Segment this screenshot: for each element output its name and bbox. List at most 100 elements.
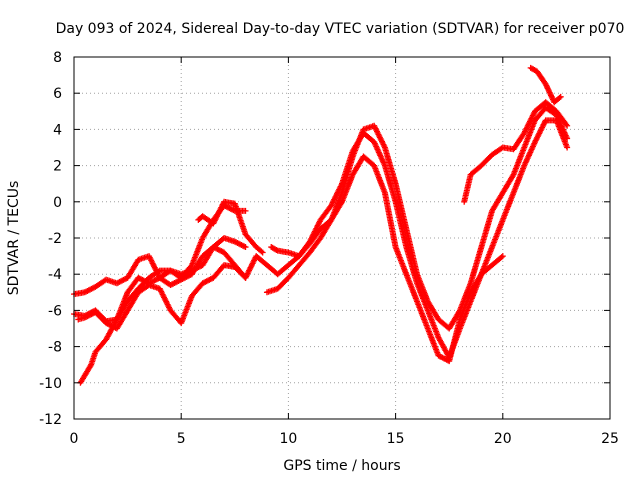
x-tick-label: 20 <box>494 431 512 447</box>
y-axis-ticks: -12 -10 -8 -6 -4 -2 0 2 4 6 8 <box>39 50 610 428</box>
plus-marker <box>381 143 388 150</box>
plus-marker <box>218 237 225 244</box>
plus-marker <box>251 241 258 248</box>
plus-marker <box>540 107 547 114</box>
plus-marker <box>154 269 161 276</box>
x-tick-label: 10 <box>279 431 297 447</box>
plus-marker <box>381 188 388 195</box>
x-tick-label: 0 <box>70 431 79 447</box>
plus-marker <box>89 285 96 292</box>
series-5 <box>268 153 506 365</box>
series-3 <box>77 202 249 386</box>
chart-title: Day 093 of 2024, Sidereal Day-to-day VTE… <box>56 21 625 37</box>
plus-marker <box>100 278 107 285</box>
plus-marker <box>368 137 375 144</box>
series-2 <box>75 262 249 332</box>
y-axis-label: SDTVAR / TECUs <box>6 181 22 296</box>
plus-marker <box>456 317 463 324</box>
plus-marker <box>563 142 570 149</box>
x-tick-label: 5 <box>177 431 186 447</box>
plus-marker <box>488 209 495 216</box>
plus-marker <box>241 243 248 250</box>
plus-marker <box>196 263 203 270</box>
plus-marker <box>315 237 322 244</box>
x-axis-ticks: 0 5 10 15 20 25 <box>70 57 619 447</box>
plus-marker <box>556 94 563 101</box>
plus-marker <box>402 224 409 231</box>
plus-marker <box>392 242 399 249</box>
plus-marker <box>218 248 225 255</box>
plus-marker <box>349 155 356 162</box>
plus-marker <box>155 268 162 275</box>
plus-marker <box>293 264 300 271</box>
plus-marker <box>499 218 506 225</box>
plus-marker <box>551 106 558 113</box>
plus-marker <box>240 272 247 279</box>
plus-marker <box>261 260 268 267</box>
y-tick-label: -12 <box>39 412 62 428</box>
plus-marker <box>207 276 214 283</box>
plus-marker <box>121 276 128 283</box>
plus-marker <box>273 246 280 253</box>
plus-marker <box>218 264 225 271</box>
plus-marker <box>80 315 87 322</box>
plus-marker <box>555 95 562 102</box>
plus-marker <box>392 179 399 186</box>
plus-marker <box>413 269 420 276</box>
plus-marker <box>240 207 247 214</box>
plus-marker <box>467 281 474 288</box>
plus-marker <box>258 248 265 255</box>
plus-marker <box>488 245 495 252</box>
plus-marker <box>80 289 87 296</box>
series-4 <box>195 198 266 256</box>
y-tick-label: 0 <box>53 195 62 211</box>
plus-marker <box>497 146 504 153</box>
plus-marker <box>413 296 420 303</box>
y-tick-label: -10 <box>39 376 62 392</box>
plus-marker <box>326 205 333 212</box>
plus-marker <box>475 164 482 171</box>
plus-marker <box>143 276 150 283</box>
plus-marker <box>402 269 409 276</box>
plus-marker <box>197 282 204 289</box>
y-tick-label: 6 <box>53 86 62 102</box>
plus-marker <box>498 254 505 261</box>
plus-marker <box>239 242 246 249</box>
plus-marker <box>338 191 345 198</box>
plus-marker <box>164 280 171 287</box>
x-tick-label: 15 <box>387 431 405 447</box>
plus-marker <box>486 153 493 160</box>
plus-marker <box>133 277 140 284</box>
y-tick-label: 2 <box>53 159 62 175</box>
grid <box>74 57 610 419</box>
plus-marker <box>230 238 237 245</box>
y-tick-label: -2 <box>48 231 62 247</box>
plus-marker <box>315 228 322 235</box>
plus-marker <box>531 67 538 74</box>
plus-marker <box>304 242 311 249</box>
plus-marker <box>272 246 279 253</box>
plus-marker <box>283 249 290 256</box>
plus-marker <box>486 264 493 271</box>
series-6 <box>263 104 571 332</box>
plus-marker <box>520 146 527 153</box>
y-tick-label: -8 <box>48 340 62 356</box>
plus-marker <box>165 267 172 274</box>
plus-marker <box>283 276 290 283</box>
plus-marker <box>520 164 527 171</box>
plus-marker <box>101 338 108 345</box>
y-tick-label: -6 <box>48 303 62 319</box>
plus-marker <box>133 288 140 295</box>
plus-marker <box>304 252 311 259</box>
plus-marker <box>101 317 108 324</box>
x-axis-label: GPS time / hours <box>283 458 400 474</box>
y-tick-label: 8 <box>53 50 62 66</box>
plus-marker <box>283 264 290 271</box>
series-8 <box>527 64 564 106</box>
plus-marker <box>477 245 484 252</box>
plus-marker <box>87 363 94 370</box>
plus-marker <box>241 273 248 280</box>
plus-marker <box>424 323 431 330</box>
plus-marker <box>497 255 504 262</box>
